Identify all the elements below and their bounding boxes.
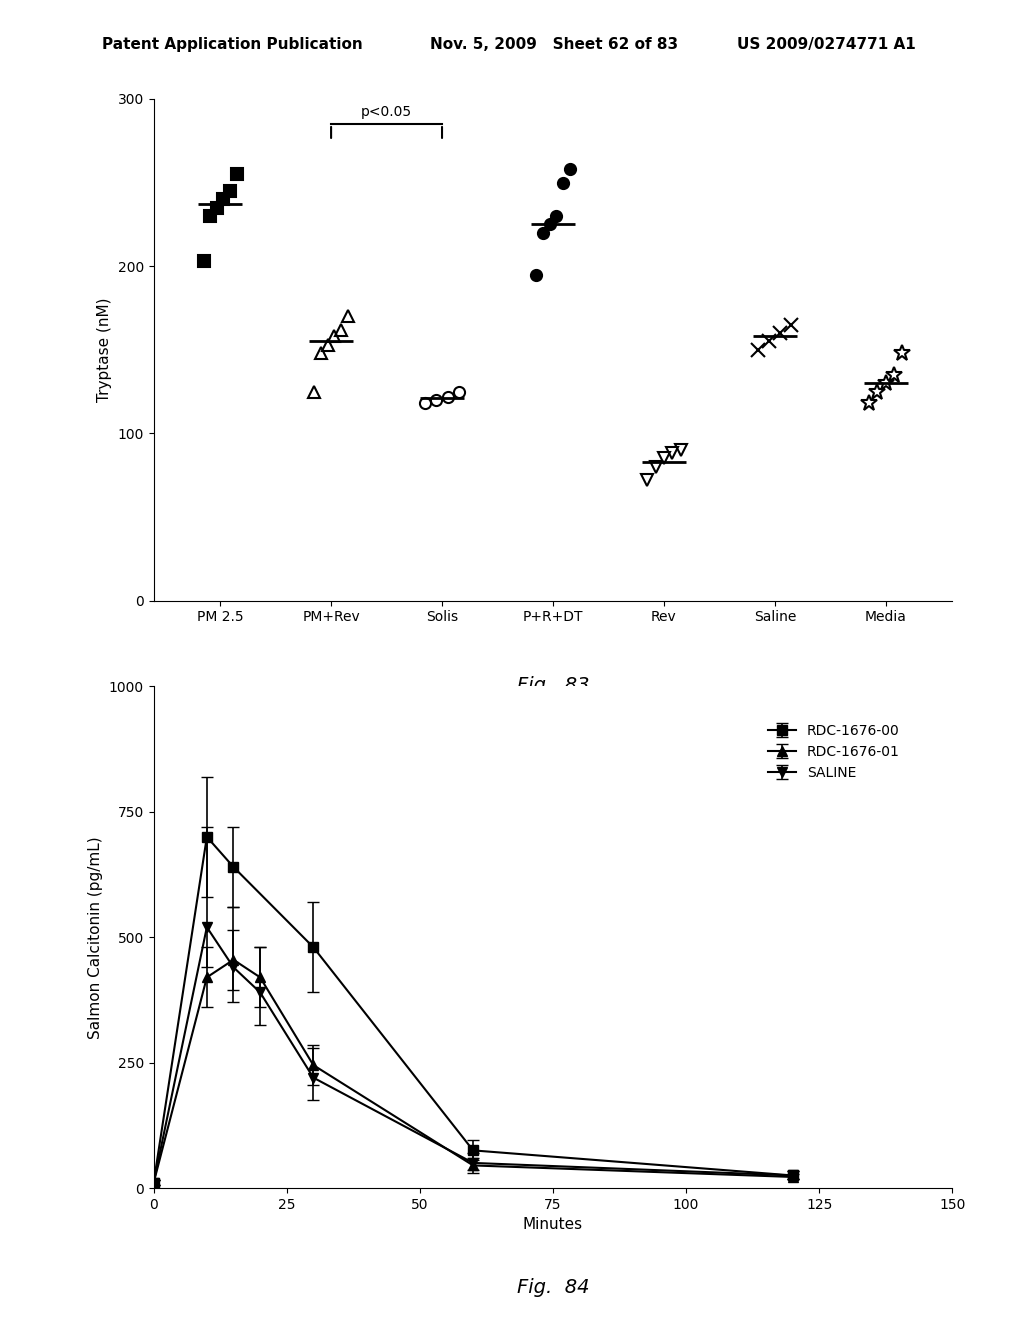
Text: Patent Application Publication: Patent Application Publication <box>102 37 364 51</box>
Text: p<0.05: p<0.05 <box>361 106 412 119</box>
Text: Fig.  84: Fig. 84 <box>517 1278 589 1298</box>
Y-axis label: Tryptase (nM): Tryptase (nM) <box>97 297 112 403</box>
Text: Nov. 5, 2009   Sheet 62 of 83: Nov. 5, 2009 Sheet 62 of 83 <box>430 37 678 51</box>
X-axis label: Minutes: Minutes <box>523 1217 583 1233</box>
Text: US 2009/0274771 A1: US 2009/0274771 A1 <box>737 37 916 51</box>
Text: Fig.  83: Fig. 83 <box>517 676 589 694</box>
Y-axis label: Salmon Calcitonin (pg/mL): Salmon Calcitonin (pg/mL) <box>88 836 103 1039</box>
Legend: RDC-1676-00, RDC-1676-01, SALINE: RDC-1676-00, RDC-1676-01, SALINE <box>763 718 905 785</box>
